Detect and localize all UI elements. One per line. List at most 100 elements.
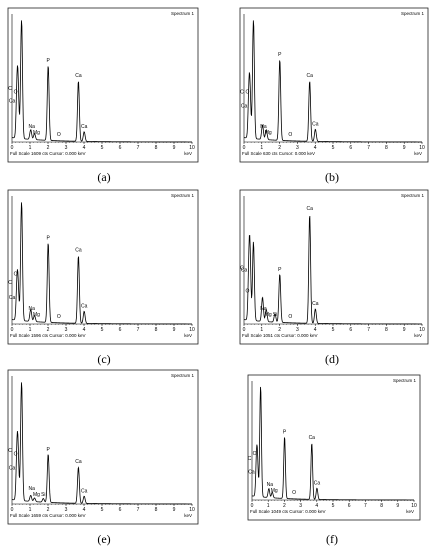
- x-tick-label: 6: [119, 145, 122, 151]
- x-tick-label: 5: [332, 145, 335, 151]
- peak-label: P: [47, 447, 51, 453]
- x-tick-label: 0: [11, 507, 14, 513]
- x-tick-label: 2: [278, 327, 281, 333]
- spectrum-footer: Full Scale 1049 cts Cursor: 0.000 keV: [250, 509, 326, 514]
- caption-b: (b): [325, 170, 339, 184]
- spectrum-title: Spectrum 1: [171, 193, 195, 198]
- peak-label: Mg: [33, 130, 40, 136]
- x-unit-label: keV: [406, 509, 414, 514]
- x-tick-label: 3: [296, 327, 299, 333]
- x-tick-label: 2: [47, 327, 50, 333]
- x-unit-label: keV: [184, 333, 192, 338]
- peak-label: Mg: [33, 492, 40, 498]
- peak-label: Ca: [306, 73, 313, 79]
- peak-label: C: [248, 456, 252, 462]
- peak-label: P: [283, 430, 287, 436]
- x-tick-label: 4: [314, 327, 317, 333]
- x-tick-label: 6: [119, 507, 122, 513]
- x-tick-label: 2: [47, 145, 50, 151]
- x-tick-label: 10: [189, 327, 195, 333]
- x-tick-label: 9: [396, 503, 399, 509]
- caption-c: (c): [97, 352, 111, 366]
- x-tick-label: 8: [380, 503, 383, 509]
- spectrum-line: [243, 20, 422, 143]
- x-tick-label: 7: [137, 145, 140, 151]
- peak-label: Ca: [81, 488, 88, 494]
- x-tick-label: 3: [65, 507, 68, 513]
- x-tick-label: 10: [189, 507, 195, 513]
- x-tick-label: 7: [137, 327, 140, 333]
- spectrum-title: Spectrum 1: [393, 378, 417, 383]
- x-tick-label: 3: [296, 145, 299, 151]
- x-tick-label: 8: [155, 145, 158, 151]
- x-tick-label: 0: [11, 327, 14, 333]
- x-unit-label: keV: [414, 333, 422, 338]
- peak-label: C: [8, 280, 12, 286]
- peak-label: Ca: [9, 295, 16, 301]
- x-tick-label: 0: [243, 327, 246, 333]
- x-tick-label: 6: [349, 145, 352, 151]
- peak-label: C: [240, 89, 244, 95]
- x-tick-label: 8: [155, 327, 158, 333]
- x-tick-label: 6: [348, 503, 351, 509]
- peak-label: Ca: [306, 206, 313, 212]
- peak-label: O: [57, 132, 61, 138]
- spectrum-line: [11, 202, 192, 325]
- x-tick-label: 4: [83, 507, 86, 513]
- panel-frame: [247, 374, 421, 521]
- x-tick-label: 5: [332, 503, 335, 509]
- x-tick-label: 1: [29, 327, 32, 333]
- x-tick-label: 3: [65, 327, 68, 333]
- x-tick-label: 5: [101, 145, 104, 151]
- x-tick-label: 10: [411, 503, 417, 509]
- peak-label: Na: [29, 306, 36, 312]
- peak-label: Na: [29, 486, 36, 492]
- x-unit-label: keV: [184, 151, 192, 156]
- x-tick-label: 5: [101, 507, 104, 513]
- x-tick-label: 7: [364, 503, 367, 509]
- spectrum-footer: Full Scale 1609 cts Cursor: 0.000 keV: [10, 151, 86, 156]
- x-tick-label: 8: [155, 507, 158, 513]
- spectrum-footer: Full Scale 1659 cts Cursor: 0.000 keV: [10, 513, 86, 518]
- x-tick-label: 3: [299, 503, 302, 509]
- x-tick-label: 10: [189, 145, 195, 151]
- peak-label: Na: [267, 482, 274, 488]
- peak-label: P: [278, 267, 282, 273]
- x-tick-label: 1: [260, 327, 263, 333]
- peak-label: Ca: [81, 303, 88, 309]
- x-tick-label: 0: [11, 145, 14, 151]
- peak-label: Na: [29, 124, 36, 130]
- x-tick-label: 1: [29, 145, 32, 151]
- x-tick-label: 8: [385, 327, 388, 333]
- peak-label: C: [240, 265, 244, 271]
- peak-label: Ca: [75, 247, 82, 253]
- x-tick-label: 0: [243, 145, 246, 151]
- x-tick-label: 10: [419, 145, 425, 151]
- peak-label: O: [14, 271, 18, 277]
- peak-label: Mg: [265, 130, 272, 136]
- peak-label: O: [288, 314, 292, 320]
- x-tick-label: 5: [332, 327, 335, 333]
- x-tick-label: 3: [65, 145, 68, 151]
- x-tick-label: 0: [251, 503, 254, 509]
- spectrum-line: [251, 386, 414, 501]
- peak-label: P: [47, 58, 51, 64]
- peak-label: Mg: [265, 312, 272, 318]
- peak-label: O: [288, 132, 292, 138]
- x-tick-label: 7: [137, 507, 140, 513]
- peak-label: Si: [41, 492, 45, 498]
- peak-label: Ca: [75, 73, 82, 79]
- panel-frame: [7, 369, 199, 525]
- x-tick-label: 1: [29, 507, 32, 513]
- peak-label: Na: [260, 306, 267, 312]
- x-tick-label: 5: [101, 327, 104, 333]
- peak-label: Si: [273, 312, 277, 318]
- x-tick-label: 1: [260, 145, 263, 151]
- peak-label: C: [8, 86, 12, 92]
- peak-label: O: [245, 288, 249, 294]
- peak-label: Ca: [241, 267, 248, 273]
